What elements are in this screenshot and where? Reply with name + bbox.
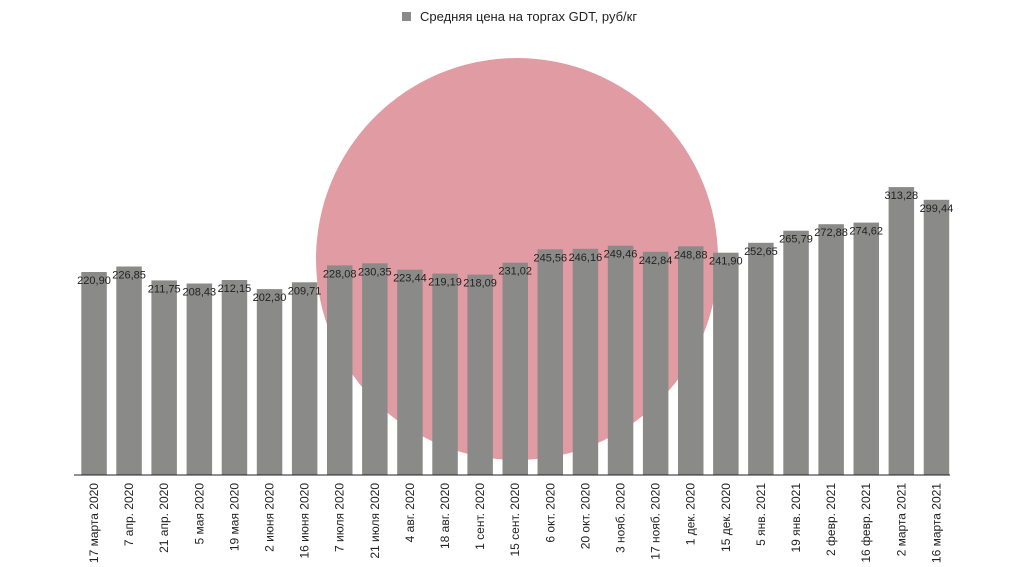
data-label: 208,43 <box>182 287 216 299</box>
data-label: 231,02 <box>498 266 532 278</box>
bar <box>256 289 283 475</box>
bar <box>327 265 353 475</box>
data-label: 252,65 <box>744 246 778 258</box>
bar <box>221 280 248 475</box>
data-label: 219,19 <box>428 277 462 289</box>
data-label: 299,44 <box>920 203 954 215</box>
data-label: 272,88 <box>814 227 848 239</box>
x-tick-label: 1 дек. 2020 <box>684 483 698 546</box>
bar <box>186 283 213 475</box>
legend: Средняя цена на торгах GDT, руб/кг <box>402 9 637 24</box>
x-tick-label: 16 февр. 2021 <box>859 483 873 563</box>
bar <box>642 251 669 475</box>
x-tick-label: 16 июня 2020 <box>298 483 312 559</box>
bar <box>783 230 809 475</box>
data-label: 274,62 <box>849 226 883 238</box>
data-label: 249,46 <box>604 249 638 261</box>
data-label: 248,88 <box>674 249 708 261</box>
x-tick-label: 19 янв. 2021 <box>789 483 803 553</box>
data-label: 228,08 <box>323 268 357 280</box>
data-label: 265,79 <box>779 234 813 246</box>
data-label: 241,90 <box>709 256 743 268</box>
x-tick-label: 21 апр. 2020 <box>157 483 171 553</box>
bar <box>537 249 563 475</box>
x-tick-label: 17 марта 2020 <box>87 483 101 563</box>
x-tick-label: 21 июля 2020 <box>368 483 382 559</box>
bar <box>853 222 879 475</box>
bar <box>923 199 950 476</box>
data-label: 211,75 <box>148 283 181 295</box>
legend-label: Средняя цена на торгах GDT, руб/кг <box>420 9 638 24</box>
x-tick-label: 16 марта 2021 <box>929 483 943 563</box>
x-tick-label: 4 авг. 2020 <box>403 483 417 543</box>
bar <box>713 252 739 475</box>
bar <box>397 269 423 475</box>
data-label: 242,84 <box>639 255 673 267</box>
data-label: 212,15 <box>218 283 252 295</box>
bar <box>151 280 177 475</box>
legend-swatch <box>402 12 411 21</box>
bar <box>467 274 493 475</box>
bar <box>362 263 388 475</box>
x-tick-label: 17 нояб. 2020 <box>649 483 663 560</box>
x-tick-label: 2 марта 2021 <box>894 483 908 557</box>
x-tick-label: 3 нояб. 2020 <box>614 483 628 553</box>
data-label: 230,35 <box>358 266 392 278</box>
data-label: 209,71 <box>288 285 322 297</box>
bar <box>116 266 142 475</box>
data-label: 226,85 <box>112 270 146 282</box>
bar <box>678 246 704 475</box>
x-tick-label: 1 сент. 2020 <box>473 483 487 550</box>
data-label: 223,44 <box>393 273 427 285</box>
bar <box>888 187 915 475</box>
bar <box>607 245 634 475</box>
bar <box>818 224 844 475</box>
x-tick-label: 15 дек. 2020 <box>719 483 733 552</box>
x-tick-label: 7 апр. 2020 <box>122 483 136 547</box>
x-tick-label: 15 сент. 2020 <box>508 483 522 557</box>
data-label: 245,56 <box>533 252 567 264</box>
x-tick-label: 20 окт. 2020 <box>578 483 592 550</box>
data-label: 202,30 <box>253 292 287 304</box>
x-tick-label: 5 янв. 2021 <box>754 483 768 546</box>
data-label: 218,09 <box>463 278 497 290</box>
bar <box>291 282 318 475</box>
x-tick-label: 19 мая 2020 <box>227 483 241 551</box>
x-tick-label: 18 авг. 2020 <box>438 483 452 549</box>
data-label: 220,90 <box>77 275 111 287</box>
x-tick-label: 5 мая 2020 <box>192 483 206 545</box>
bar <box>432 273 458 475</box>
x-tick-label: 2 июня 2020 <box>263 483 277 552</box>
x-tick-label: 6 окт. 2020 <box>543 483 557 543</box>
bar <box>748 242 774 475</box>
bar <box>502 262 528 475</box>
bar <box>81 272 107 475</box>
data-label: 313,28 <box>884 190 918 202</box>
data-label: 246,16 <box>569 252 603 264</box>
x-tick-label: 7 июля 2020 <box>333 483 347 552</box>
x-tick-label: 2 февр. 2021 <box>824 483 838 556</box>
bar <box>572 248 599 475</box>
